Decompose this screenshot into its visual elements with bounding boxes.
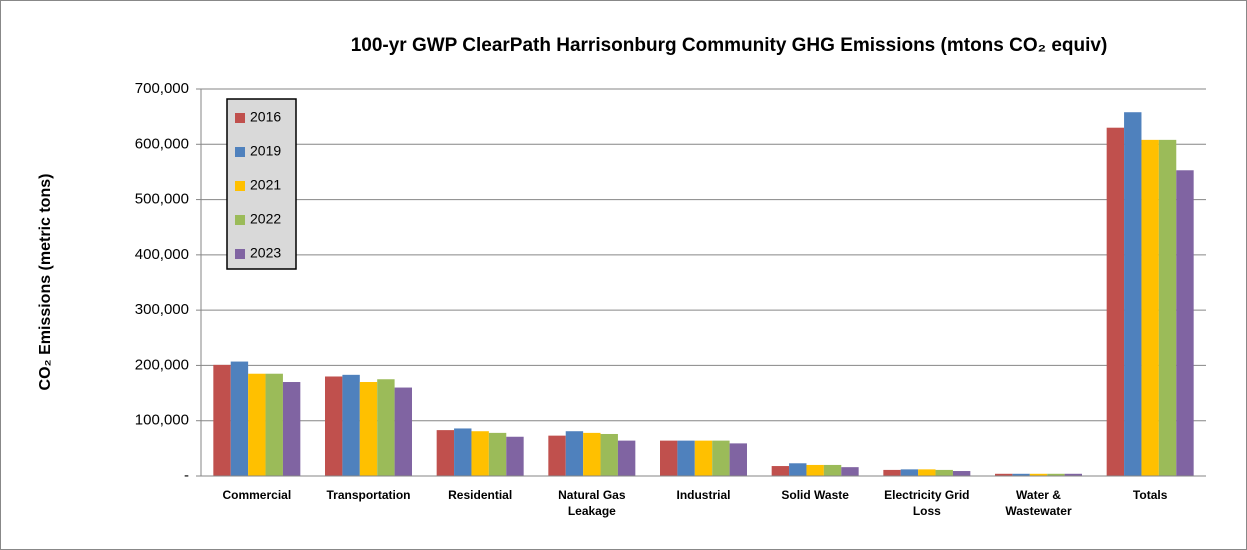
bar: [248, 373, 266, 476]
bar: [230, 361, 249, 476]
bar: [488, 432, 507, 476]
bar: [1158, 139, 1177, 476]
bar: [935, 469, 953, 476]
bar: [548, 435, 566, 476]
bar: [1047, 473, 1065, 476]
bar: [282, 382, 301, 476]
bar: [1012, 473, 1030, 476]
legend-label: 2021: [250, 177, 281, 193]
bar: [841, 467, 859, 476]
bar: [506, 436, 524, 476]
bar: [1141, 139, 1159, 476]
bar: [377, 379, 395, 476]
x-tick-label: Residential: [448, 488, 513, 502]
bar: [1029, 473, 1048, 476]
bar: [436, 430, 455, 476]
bar: [771, 466, 790, 476]
y-tick-label: 500,000: [135, 191, 189, 208]
bar: [1106, 127, 1125, 476]
bar: [325, 376, 343, 476]
legend-label: 2016: [250, 109, 281, 125]
bar: [806, 464, 824, 476]
chart-title: 100-yr GWP ClearPath Harrisonburg Commun…: [351, 35, 1108, 56]
bar: [900, 469, 919, 476]
bar: [454, 428, 472, 476]
bar: [729, 443, 747, 476]
legend-label: 2022: [250, 211, 281, 227]
legend-swatch: [235, 249, 245, 259]
legend-swatch: [235, 215, 245, 225]
y-tick-label: 300,000: [135, 301, 189, 318]
x-tick-label: Transportation: [326, 488, 411, 502]
bar: [677, 440, 695, 476]
bar: [342, 374, 360, 476]
legend-swatch: [235, 181, 245, 191]
y-tick-label: 700,000: [135, 80, 189, 97]
x-tick-label: Totals: [1132, 488, 1168, 502]
bar: [712, 440, 730, 476]
legend-swatch: [235, 147, 245, 157]
y-tick-label: 400,000: [135, 246, 189, 263]
bar: [583, 432, 601, 476]
y-tick-label: -: [184, 467, 189, 484]
bar: [265, 373, 283, 476]
bar: [823, 464, 842, 476]
legend-swatch: [235, 113, 245, 123]
bar: [660, 440, 678, 476]
bar: [359, 382, 378, 476]
bar: [617, 440, 636, 476]
y-tick-label: 100,000: [135, 412, 189, 429]
bar: [471, 431, 489, 476]
bar: [600, 433, 618, 476]
y-tick-label: 600,000: [135, 135, 189, 152]
bar: [394, 387, 412, 476]
x-tick-label: Natural Gas Leakage: [558, 488, 626, 518]
bar: [694, 440, 713, 476]
bar: [883, 469, 901, 476]
x-tick-label: Water & Wastewater: [1005, 488, 1072, 518]
y-axis-label: CO₂ Emissions (metric tons): [37, 174, 54, 391]
bar: [918, 469, 936, 476]
x-tick-label: Industrial: [676, 488, 731, 502]
legend-label: 2019: [250, 143, 281, 159]
bar: [565, 431, 584, 476]
bar: [952, 471, 971, 476]
y-tick-label: 200,000: [135, 356, 189, 373]
bar: [1124, 112, 1142, 476]
x-tick-label: Commercial: [222, 488, 292, 502]
x-tick-label: Electricity Grid Loss: [884, 488, 970, 518]
bar: [995, 473, 1013, 476]
bar: [1064, 473, 1082, 476]
x-tick-label: Solid Waste: [781, 488, 849, 502]
bar: [789, 463, 807, 476]
legend-label: 2023: [250, 245, 281, 261]
bar: [1176, 170, 1194, 476]
bar: [213, 364, 231, 476]
